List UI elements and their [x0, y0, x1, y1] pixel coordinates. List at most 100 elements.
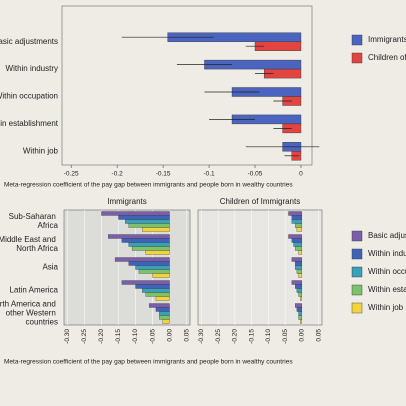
bar: [295, 261, 303, 266]
plot-frame: [61, 5, 313, 166]
legend-swatch: [351, 284, 363, 296]
legend-label: Within establishment: [368, 285, 406, 294]
bar: [128, 261, 170, 266]
bar: [135, 284, 170, 289]
y-tick-label: Middle East and North Africa: [0, 235, 59, 253]
bar: [118, 215, 170, 220]
bar: [128, 223, 170, 228]
bar: [295, 223, 303, 228]
bar: [300, 319, 303, 324]
y-tick-label: North America and other Western countrie…: [0, 300, 58, 327]
bar: [295, 284, 303, 289]
legend-label: Within job: [368, 303, 404, 312]
y-tick-label: Latin America: [10, 286, 59, 295]
bar: [291, 257, 303, 262]
y-tick-label: Within occupation: [0, 92, 58, 101]
legend-label: Basic adjustments: [368, 231, 406, 240]
panel-title: Immigrants: [107, 197, 147, 206]
bar: [108, 234, 170, 239]
bar: [121, 238, 170, 243]
bar: [145, 292, 170, 297]
x-tick-label: -0.15: [156, 171, 171, 178]
x-tick-label: -0.05: [248, 171, 263, 178]
bar: [298, 273, 303, 278]
bar: [296, 269, 303, 274]
bar: [288, 234, 303, 239]
x-tick-label: 0.00: [299, 329, 306, 342]
legend-swatch: [351, 52, 363, 64]
legend-swatch: [351, 34, 363, 46]
x-tick-label: -0.30: [64, 329, 71, 344]
bar: [114, 257, 170, 262]
bar: [128, 242, 170, 247]
x-tick-label: 0.00: [166, 329, 173, 342]
bar: [300, 296, 303, 301]
x-tick-label: -0.25: [81, 329, 88, 344]
bar: [298, 292, 303, 297]
bar: [291, 238, 303, 243]
legend-swatch: [351, 302, 363, 314]
x-tick-label: -0.2: [112, 171, 124, 178]
x-axis-label: Meta-regression coefficient of the pay g…: [4, 359, 293, 366]
x-tick-label: -0.1: [203, 171, 215, 178]
bar: [152, 273, 170, 278]
bar: [142, 227, 170, 232]
x-tick-label: -0.05: [149, 329, 156, 344]
bar: [298, 311, 303, 316]
bar: [145, 250, 170, 255]
bar: [298, 315, 303, 320]
bar: [296, 227, 303, 232]
bar: [296, 307, 303, 312]
bar: [159, 311, 170, 316]
bar: [288, 211, 303, 216]
x-tick-label: 0: [299, 171, 303, 178]
legend-swatch: [351, 248, 363, 260]
bar: [131, 246, 170, 251]
bar: [291, 215, 303, 220]
x-tick-label: -0.05: [282, 329, 289, 344]
bar: [155, 296, 170, 301]
x-tick-label: -0.20: [98, 329, 105, 344]
bar: [125, 219, 170, 224]
panel-background: [197, 209, 323, 326]
x-tick-label: -0.30: [198, 329, 205, 344]
x-axis-label: Meta-regression coefficient of the pay g…: [4, 182, 293, 189]
bar: [159, 315, 170, 320]
bar: [148, 303, 170, 308]
bar: [101, 211, 170, 216]
legend-label: Within occupation: [368, 267, 406, 276]
legend-label: Within industry: [368, 249, 406, 258]
bar: [295, 265, 303, 270]
x-tick-label: -0.25: [215, 329, 222, 344]
bar: [121, 280, 170, 285]
bar: [138, 269, 170, 274]
x-tick-label: 0.05: [315, 329, 322, 342]
x-tick-label: 0.05: [183, 329, 190, 342]
y-tick-label: Sub-Saharan Africa: [9, 212, 59, 230]
bar: [298, 250, 303, 255]
y-tick-label: Basic adjustments: [0, 37, 58, 46]
bar: [293, 242, 303, 247]
legend-swatch: [351, 230, 363, 242]
y-tick-label: Within industry: [6, 64, 58, 73]
legend-label: Immigrants: [368, 35, 406, 44]
bar: [135, 265, 170, 270]
y-tick-label: Within job: [23, 146, 59, 155]
bar: [295, 303, 303, 308]
x-tick-label: -0.15: [248, 329, 255, 344]
x-tick-label: -0.25: [64, 171, 79, 178]
bar: [155, 307, 170, 312]
x-tick-label: -0.10: [265, 329, 272, 344]
panel-title: Children of Immigrants: [220, 197, 300, 206]
bar: [291, 219, 303, 224]
panel-background: [63, 209, 191, 326]
bar: [162, 319, 170, 324]
y-tick-label: Within establishment: [0, 119, 59, 128]
x-tick-label: -0.10: [132, 329, 139, 344]
legend-swatch: [351, 266, 363, 278]
bar: [142, 288, 170, 293]
legend-label: Children of Immigrants: [368, 53, 406, 62]
bar: [296, 288, 303, 293]
